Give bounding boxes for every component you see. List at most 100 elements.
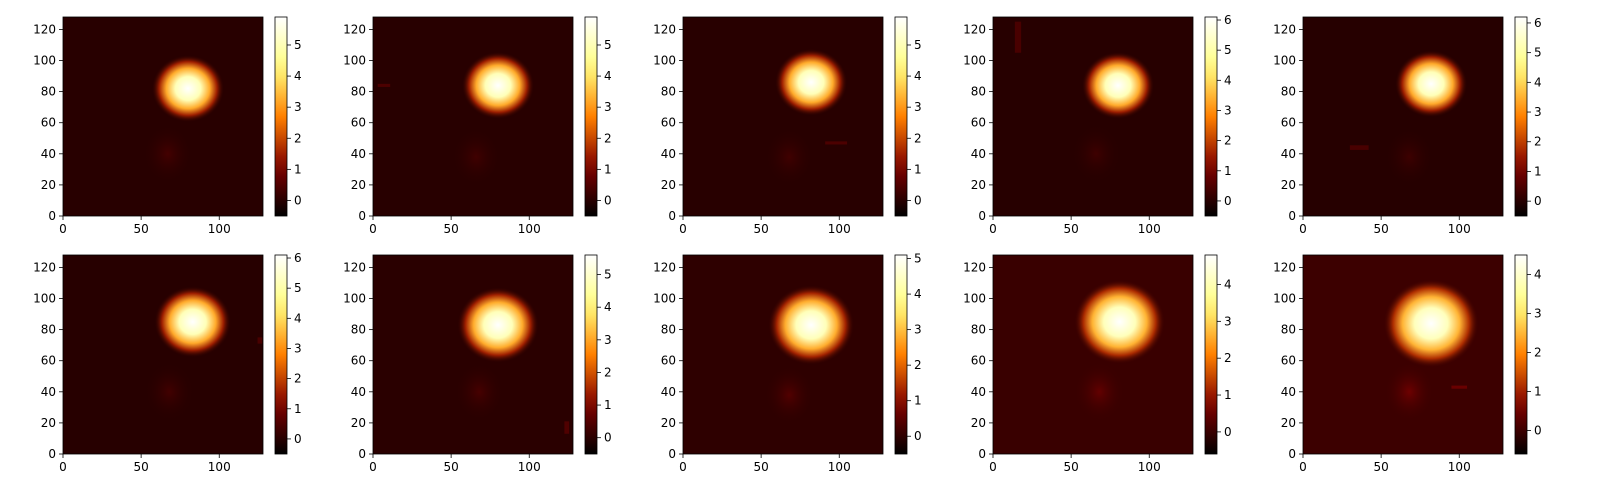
x-tick-label: 100 [1448, 460, 1471, 474]
colorbar [1204, 254, 1218, 455]
colorbar-tick-label: 0 [294, 432, 302, 446]
y-tick-label: 20 [41, 178, 56, 192]
colorbar-tick-label: 4 [1224, 277, 1232, 291]
y-tick-label: 60 [1281, 116, 1296, 130]
colorbar-tick-label: 4 [294, 311, 302, 325]
y-tick-label: 0 [978, 447, 986, 461]
x-tick-label: 100 [518, 460, 541, 474]
colorbar-tick-label: 0 [604, 193, 612, 207]
y-tick-label: 0 [48, 447, 56, 461]
faint-blob [1074, 361, 1125, 422]
y-tick-label: 0 [668, 209, 676, 223]
bright-blob [457, 287, 539, 363]
y-tick-label: 100 [33, 292, 56, 306]
y-tick-label: 0 [1288, 209, 1296, 223]
colorbar-tick-label: 5 [1224, 43, 1232, 57]
heatmap-image [373, 255, 573, 454]
y-tick-label: 100 [963, 54, 986, 68]
colorbar-tick-label: 4 [914, 69, 922, 83]
y-tick-label: 100 [343, 292, 366, 306]
colorbar [584, 16, 598, 217]
colorbar-tick-label: 0 [1224, 194, 1232, 208]
axes-frame [992, 254, 1194, 455]
colorbar-tick-label: 3 [294, 341, 302, 355]
heatmap-panel-5: 0 50 100 0 20 40 60 80 100 120 0 1 2 3 4 5 6 [1273, 16, 1542, 236]
bright-blob [768, 285, 855, 365]
colorbar-tick-label: 3 [1224, 314, 1232, 328]
x-tick-label: 0 [1299, 460, 1307, 474]
colorbar-tick-label: 1 [604, 162, 612, 176]
heatmap-image [1303, 255, 1503, 454]
background-level [63, 255, 263, 454]
heatmap-image [993, 255, 1193, 454]
axes-frame [682, 16, 884, 217]
heatmap-image [63, 255, 263, 454]
faint-blob [142, 123, 193, 184]
colorbar-tick-label: 4 [1534, 75, 1542, 89]
y-tick-label: 80 [41, 323, 56, 337]
faint-blob [764, 365, 815, 425]
y-tick-label: 60 [971, 354, 986, 368]
y-tick-label: 20 [661, 178, 676, 192]
x-tick-label: 50 [133, 460, 148, 474]
y-tick-label: 40 [1281, 385, 1296, 399]
y-tick-label: 60 [41, 116, 56, 130]
y-tick-label: 40 [971, 147, 986, 161]
y-tick-label: 120 [343, 22, 366, 36]
colorbar-tick-label: 5 [604, 38, 612, 52]
y-tick-label: 80 [1281, 323, 1296, 337]
colorbar-tick-label: 0 [294, 193, 302, 207]
colorbar-tick-label: 1 [294, 162, 302, 176]
colorbar-tick-label: 4 [604, 69, 612, 83]
y-tick-label: 20 [351, 178, 366, 192]
faint-blob [764, 127, 815, 187]
y-tick-label: 120 [653, 22, 676, 36]
y-tick-label: 120 [33, 260, 56, 274]
y-tick-label: 80 [661, 323, 676, 337]
colorbar-tick-label: 1 [1534, 164, 1542, 178]
x-tick-label: 0 [989, 460, 997, 474]
artifact-mark [1451, 385, 1468, 389]
y-tick-label: 20 [1281, 178, 1296, 192]
faint-blob [454, 361, 505, 422]
colorbar-tick-label: 4 [294, 69, 302, 83]
bright-blob [1383, 279, 1479, 368]
y-tick-label: 0 [358, 447, 366, 461]
background-level [993, 17, 1193, 216]
colorbar-tick-label: 3 [1534, 307, 1542, 321]
colorbar [894, 16, 908, 217]
x-tick-label: 0 [369, 222, 377, 236]
y-tick-label: 120 [653, 260, 676, 274]
heatmap-image [683, 17, 883, 216]
colorbar-tick-label: 4 [604, 300, 612, 314]
x-tick-label: 0 [679, 222, 687, 236]
y-tick-label: 60 [41, 354, 56, 368]
colorbar-tick-label: 0 [1534, 194, 1542, 208]
axes-frame [1302, 254, 1504, 455]
colorbar-tick-label: 2 [1224, 134, 1232, 148]
axes-frame [992, 16, 1194, 217]
x-tick-label: 50 [443, 222, 458, 236]
y-tick-label: 60 [661, 354, 676, 368]
y-tick-label: 20 [661, 416, 676, 430]
colorbar [274, 16, 288, 217]
colorbar-tick-label: 6 [1224, 13, 1232, 27]
colorbar-tick-label: 2 [1224, 351, 1232, 365]
artifact-mark [377, 83, 391, 87]
y-tick-label: 60 [351, 354, 366, 368]
y-tick-label: 100 [653, 54, 676, 68]
x-tick-label: 50 [1063, 222, 1078, 236]
x-tick-label: 0 [679, 460, 687, 474]
x-tick-label: 100 [828, 460, 851, 474]
background-level [1303, 17, 1503, 216]
y-tick-label: 100 [963, 292, 986, 306]
y-tick-label: 60 [971, 116, 986, 130]
colorbar-tick-label: 1 [604, 398, 612, 412]
artifact-mark [1349, 145, 1369, 150]
x-tick-label: 0 [369, 460, 377, 474]
colorbar [274, 254, 288, 455]
colorbar-tick-label: 0 [1534, 424, 1542, 438]
colorbar [1204, 16, 1218, 217]
x-tick-label: 0 [989, 222, 997, 236]
colorbar-tick-label: 0 [914, 429, 922, 443]
